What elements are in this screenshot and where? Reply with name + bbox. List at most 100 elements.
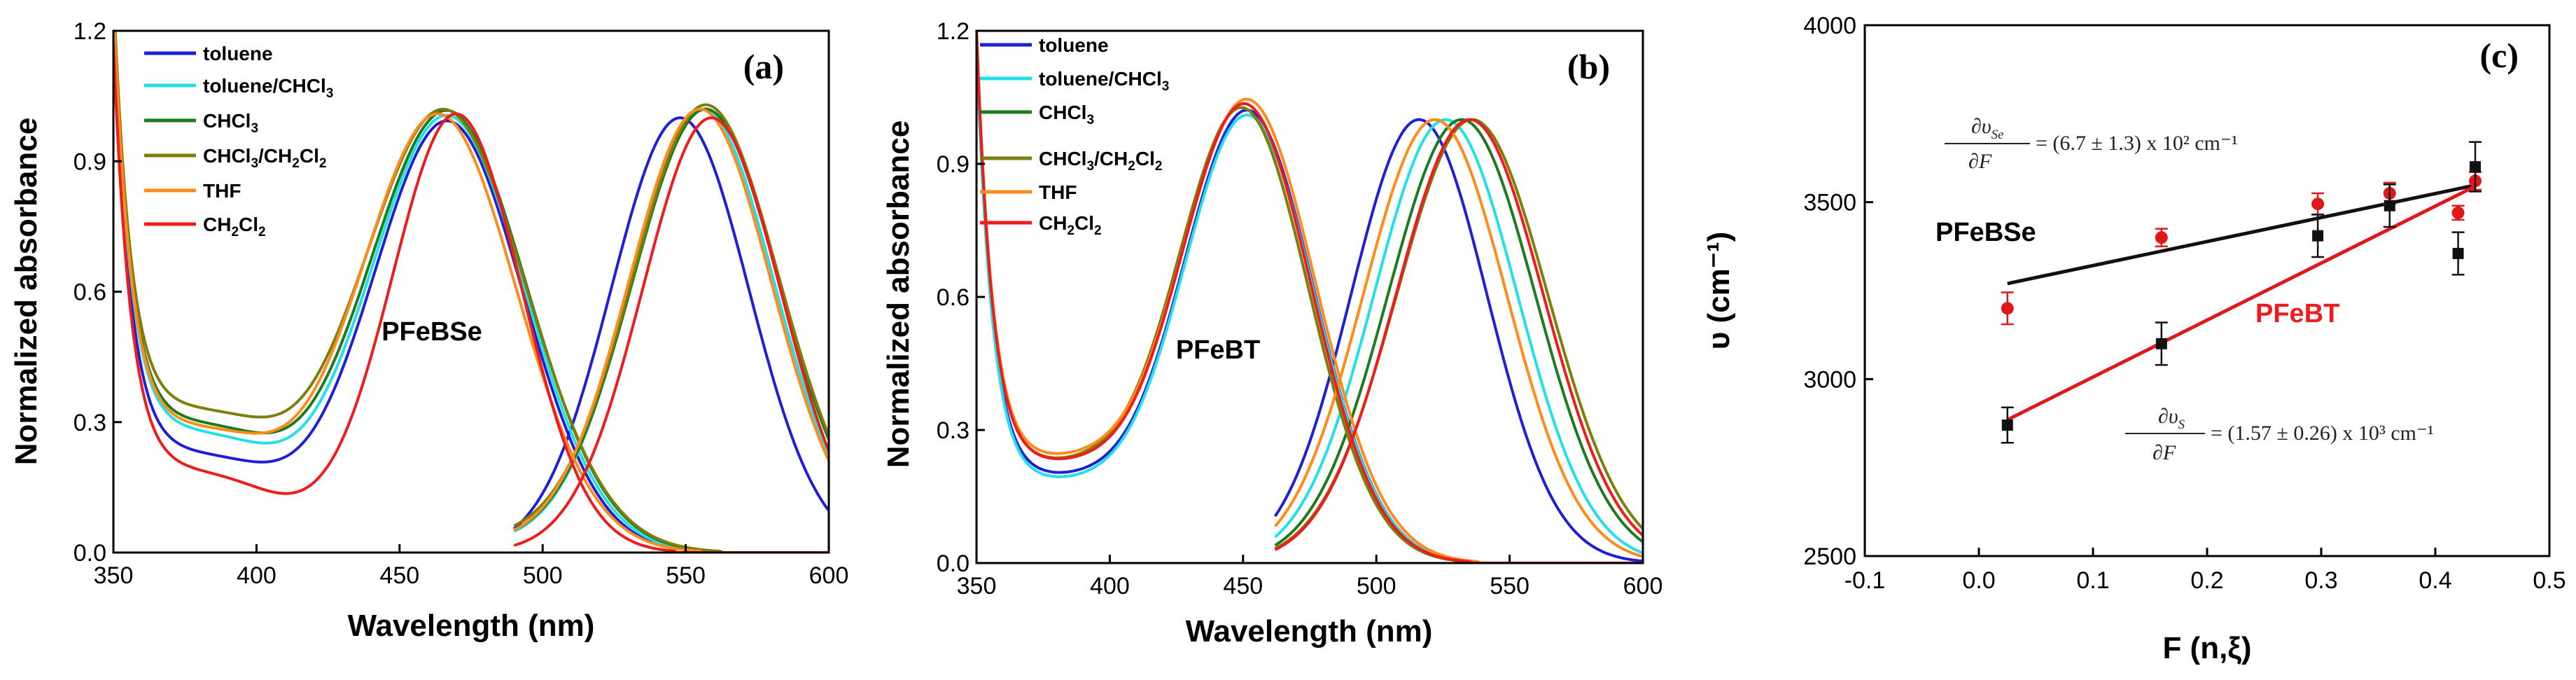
legend-label-toluene-chcl3: toluene/CHCl3 <box>1039 68 1169 94</box>
y-tick-label: 0.6 <box>74 279 106 306</box>
data-point-pfebse <box>2311 197 2325 211</box>
y-tick-label: 4000 <box>1803 13 1856 39</box>
fit-line-pfebse <box>2007 183 2476 286</box>
y-tick-label: 0.0 <box>74 540 106 567</box>
panel-a-label: (a) <box>743 47 784 86</box>
absorption-line-chcl3-ch2cl2 <box>113 31 829 553</box>
x-tick-label: 400 <box>1090 573 1130 599</box>
legend-label-chcl3: CHCl3 <box>1039 102 1094 127</box>
panel-b-series-lines <box>976 31 1643 563</box>
data-point-pfebse <box>2155 231 2168 244</box>
y-tick-label: 1.2 <box>74 18 106 45</box>
y-tick-label: 3500 <box>1803 190 1856 216</box>
emission-line-ch2cl2 <box>513 116 829 547</box>
emission-line-chcl3-ch2cl2 <box>1274 118 1643 550</box>
y-tick-label: 2500 <box>1803 543 1856 570</box>
panel-c-y-axis-title: υ (cm⁻¹) <box>1702 232 1736 350</box>
x-tick-label: 0.3 <box>2304 567 2337 594</box>
panel-c-label: (c) <box>2480 36 2519 75</box>
panel-b-x-axis-title: Wavelength (nm) <box>1186 614 1433 648</box>
panel-c-marks <box>2001 141 2482 444</box>
x-tick-label: 350 <box>957 573 997 599</box>
panel-b-ticks: 350 400 450 500 550 600 0.0 0.3 0.6 0.9 1.2 <box>937 18 1663 599</box>
panel-b-legend: toluene toluene/CHCl3 CHCl3 CHCl3/CH2Cl2… <box>980 34 1169 238</box>
legend-label-ch2cl2: CH2Cl2 <box>203 214 266 240</box>
x-tick-label: 0.5 <box>2533 567 2566 594</box>
panel-b: 350 400 450 500 550 600 0.0 0.3 0.6 0.9 1.2 toluen… <box>881 18 1662 648</box>
fit-line-pfebt <box>2006 184 2477 422</box>
data-point-pfebt <box>2470 161 2482 173</box>
y-tick-label: 3000 <box>1803 366 1856 393</box>
absorption-line-thf <box>113 31 829 553</box>
panel-a-series-lines <box>113 31 829 553</box>
y-tick-label: 0.0 <box>937 550 969 577</box>
x-tick-label: 450 <box>379 562 419 589</box>
panel-a-compound-label: PFeBSe <box>382 317 482 347</box>
data-point-pfebt <box>2001 419 2013 431</box>
emission-line-ch2cl2 <box>1274 118 1643 551</box>
x-tick-label: 450 <box>1223 573 1263 599</box>
y-tick-label: 0.3 <box>937 417 969 444</box>
absorption-line-toluene-chcl3 <box>976 48 1643 563</box>
absorption-line-ch2cl2 <box>976 32 1643 563</box>
panel-b-y-axis-title: Normalized absorbance <box>881 120 916 468</box>
equation-pfebse: ∂υSe ∂F = (6.7 ± 1.3) x 10² cm⁻¹ <box>1945 115 2238 173</box>
panel-a-y-axis-title: Normalized absorbance <box>9 118 43 465</box>
y-tick-label: 0.6 <box>937 284 969 311</box>
y-tick-label: 0.9 <box>937 151 969 178</box>
equation-pfebt-numerator: ∂υS <box>2158 405 2185 432</box>
emission-line-chcl3 <box>1274 118 1643 547</box>
legend-label-chcl3: CHCl3 <box>203 110 258 136</box>
y-tick-label: 0.9 <box>74 148 106 175</box>
series-label-pfebse: PFeBSe <box>1935 218 2036 247</box>
x-tick-label: 500 <box>523 562 563 589</box>
data-point-pfebt <box>2312 230 2324 242</box>
x-tick-label: 0.2 <box>2190 567 2223 594</box>
data-point-pfebt <box>2452 247 2464 259</box>
x-tick-label: 550 <box>1490 573 1530 599</box>
legend-label-toluene: toluene <box>1039 34 1109 56</box>
legend-label-thf: THF <box>203 180 241 202</box>
equation-pfebse-value: = (6.7 ± 1.3) x 10² cm⁻¹ <box>2036 132 2238 155</box>
panel-a-ticks: 350 400 450 500 550 600 0.0 0.3 0.6 0.9 1.2 <box>74 18 849 589</box>
x-tick-label: 500 <box>1357 573 1396 599</box>
x-tick-label: 0.1 <box>2076 567 2109 594</box>
equation-pfebt: ∂υS ∂F = (1.57 ± 0.26) x 10³ cm⁻¹ <box>2125 405 2434 464</box>
panel-c: -0.1 0.0 0.1 0.2 0.3 0.4 0.5 2500 3000 3500 4000 (… <box>1702 13 2566 665</box>
equation-pfebt-denominator: ∂F <box>2152 441 2176 464</box>
y-tick-label: 1.2 <box>937 18 969 45</box>
emission-line-thf <box>513 107 829 532</box>
panel-c-ticks: -0.1 0.0 0.1 0.2 0.3 0.4 0.5 2500 3000 3500 4000 <box>1803 13 2566 594</box>
y-tick-label: 0.3 <box>74 410 106 436</box>
equation-pfebse-denominator: ∂F <box>1968 150 1992 173</box>
absorption-line-toluene <box>113 31 829 553</box>
legend-label-toluene: toluene <box>203 43 273 64</box>
legend-label-ch2cl2: CH2Cl2 <box>1039 212 1102 238</box>
x-tick-label: 350 <box>94 562 134 589</box>
panel-a-x-axis-title: Wavelength (nm) <box>348 609 595 643</box>
data-point-pfebse <box>2001 302 2014 315</box>
panel-a: 350 400 450 500 550 600 0.0 0.3 0.6 0.9 1.2 toluen… <box>9 18 849 643</box>
data-point-pfebse <box>2451 206 2465 219</box>
panel-b-compound-label: PFeBT <box>1176 335 1260 365</box>
equation-pfebt-value: = (1.57 ± 0.26) x 10³ cm⁻¹ <box>2211 422 2434 445</box>
legend-label-thf: THF <box>1039 181 1077 203</box>
legend-label-chcl3-ch2cl2: CHCl3/CH2Cl2 <box>1039 148 1162 174</box>
x-tick-label: 0.4 <box>2418 567 2451 594</box>
data-point-pfebt <box>2155 338 2167 349</box>
x-tick-label: 600 <box>1623 573 1663 599</box>
data-point-pfebt <box>2384 200 2395 211</box>
x-tick-label: 0.0 <box>1962 567 1995 594</box>
x-tick-label: 400 <box>237 562 276 589</box>
series-label-pfebt: PFeBT <box>2255 299 2339 328</box>
panel-c-frame <box>1863 24 2551 557</box>
absorption-line-thf <box>976 31 1643 563</box>
legend-label-toluene-chcl3: toluene/CHCl3 <box>203 75 333 101</box>
panel-c-x-axis-title: F (n,ξ) <box>2162 631 2251 665</box>
equation-pfebse-numerator: ∂υSe <box>1971 115 2004 142</box>
x-tick-label: 550 <box>666 562 706 589</box>
panel-b-label: (b) <box>1567 47 1610 86</box>
x-tick-label: 600 <box>809 562 849 589</box>
x-tick-label: -0.1 <box>1844 567 1886 594</box>
